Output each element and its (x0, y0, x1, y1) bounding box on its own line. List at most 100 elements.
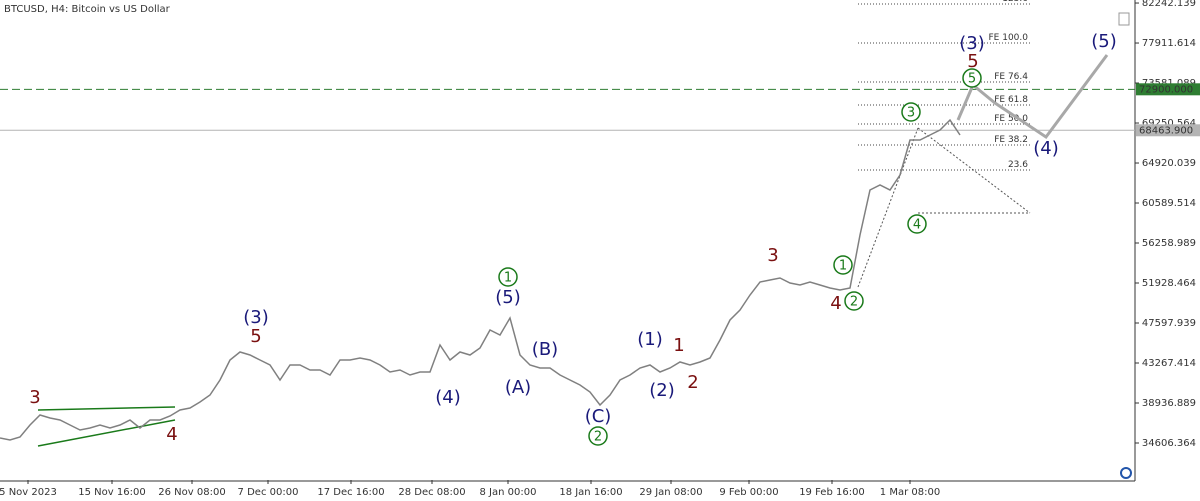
wave-label: (4) (435, 387, 461, 408)
wave-text: (3) (243, 307, 269, 328)
wave-label: (5) (495, 287, 521, 308)
wave-label: (2) (649, 380, 675, 401)
wave-label: (B) (532, 339, 558, 360)
wave-text: 5 (967, 51, 978, 72)
wave-text: 1 (839, 259, 847, 274)
wave-text: (5) (495, 287, 521, 308)
wave-text: 2 (594, 429, 602, 444)
y-tick-label: 69250.564 (1142, 118, 1196, 129)
wave-circle (498, 267, 518, 287)
x-tick-label: 5 Nov 2023 (0, 487, 57, 498)
fib-label: FE 38.2 (994, 135, 1028, 145)
fib-label: 23.6 (1008, 160, 1028, 170)
y-tick-label: 82242.139 (1142, 0, 1196, 9)
wave-text: 5 (250, 326, 261, 347)
x-tick-label: 15 Nov 16:00 (78, 487, 145, 498)
fib-label: FE 61.8 (994, 95, 1028, 105)
triangle-line (37, 419, 176, 447)
wave-text: (3) (959, 33, 985, 54)
wave-label: 5 (250, 326, 261, 347)
wave-circle (901, 102, 921, 122)
triangle-line (37, 406, 176, 411)
price-level-label: 68463.900 (1139, 125, 1193, 136)
fib-diagonal (917, 127, 1031, 214)
wave-circle (833, 255, 853, 275)
wave-circle (907, 214, 927, 234)
wave-label: 3 (29, 387, 40, 408)
price-level-box (1136, 124, 1200, 137)
panel-icon[interactable] (1118, 12, 1130, 26)
wave-circle (962, 68, 982, 88)
wave-text: 3 (907, 106, 915, 121)
wave-text: (A) (505, 377, 531, 398)
y-tick-label: 43267.414 (1142, 358, 1196, 369)
wave-text: 4 (830, 293, 841, 314)
wave-circle (844, 291, 864, 311)
settings-icon[interactable] (1120, 467, 1132, 479)
wave-label: (A) (505, 377, 531, 398)
price-line (0, 118, 961, 441)
wave-text: 5 (968, 72, 976, 87)
fib-label: FE 50.0 (994, 114, 1028, 124)
x-tick-label: 26 Nov 08:00 (158, 487, 225, 498)
fib-label: FE 100.0 (989, 33, 1029, 43)
wave-text: (1) (637, 329, 663, 350)
wave-label: 1 (833, 255, 853, 275)
wave-text: 4 (166, 424, 177, 445)
wave-label: 1 (673, 335, 684, 356)
price-level-box (1136, 83, 1200, 96)
x-tick-label: 1 Mar 08:00 (880, 487, 940, 498)
x-tick-label: 9 Feb 00:00 (719, 487, 778, 498)
fib-label: 123.6 (1002, 0, 1028, 4)
x-tick-label: 28 Dec 08:00 (398, 487, 465, 498)
wave-text: (5) (1091, 31, 1117, 52)
wave-label: (4) (1033, 138, 1059, 159)
wave-label: (C) (585, 406, 612, 427)
wave-circle (588, 426, 608, 446)
wave-label: 2 (844, 291, 864, 311)
x-tick-label: 18 Jan 16:00 (559, 487, 622, 498)
wave-label: 3 (767, 245, 778, 266)
price-level-label: 72900.000 (1139, 84, 1193, 95)
wave-text: 3 (767, 245, 778, 266)
y-tick-label: 60589.514 (1142, 198, 1196, 209)
forecast-path (956, 54, 1109, 140)
wave-label: (3) (959, 33, 985, 54)
wave-label: (3) (243, 307, 269, 328)
wave-label: 2 (588, 426, 608, 446)
x-tick-label: 19 Feb 16:00 (799, 487, 865, 498)
wave-label: 2 (687, 372, 698, 393)
wave-text: 1 (673, 335, 684, 356)
wave-text: (4) (1033, 138, 1059, 159)
x-tick-label: 17 Dec 16:00 (317, 487, 384, 498)
wave-text: (B) (532, 339, 558, 360)
y-tick-label: 38936.889 (1142, 398, 1196, 409)
y-tick-label: 34606.364 (1142, 438, 1196, 449)
wave-label: 5 (967, 51, 978, 72)
wave-label: (1) (637, 329, 663, 350)
y-tick-label: 56258.989 (1142, 238, 1196, 249)
fib-diagonal (857, 127, 919, 288)
x-tick-label: 8 Jan 00:00 (480, 487, 537, 498)
wave-text: (2) (649, 380, 675, 401)
wave-label: 1 (498, 267, 518, 287)
wave-text: (4) (435, 387, 461, 408)
y-tick-label: 51928.464 (1142, 278, 1196, 289)
wave-label: 4 (907, 214, 927, 234)
y-tick-label: 77911.614 (1142, 38, 1196, 49)
wave-text: (C) (585, 406, 612, 427)
wave-label: 5 (962, 68, 982, 88)
y-tick-label: 64920.039 (1142, 158, 1196, 169)
wave-text: 1 (504, 271, 512, 286)
wave-text: 3 (29, 387, 40, 408)
wave-label: 4 (166, 424, 177, 445)
chart-title: BTCUSD, H4: Bitcoin vs US Dollar (4, 4, 171, 15)
wave-text: 2 (850, 295, 858, 310)
x-tick-label: 7 Dec 00:00 (238, 487, 299, 498)
wave-label: 3 (901, 102, 921, 122)
x-tick-label: 29 Jan 08:00 (639, 487, 702, 498)
wave-label: 4 (830, 293, 841, 314)
